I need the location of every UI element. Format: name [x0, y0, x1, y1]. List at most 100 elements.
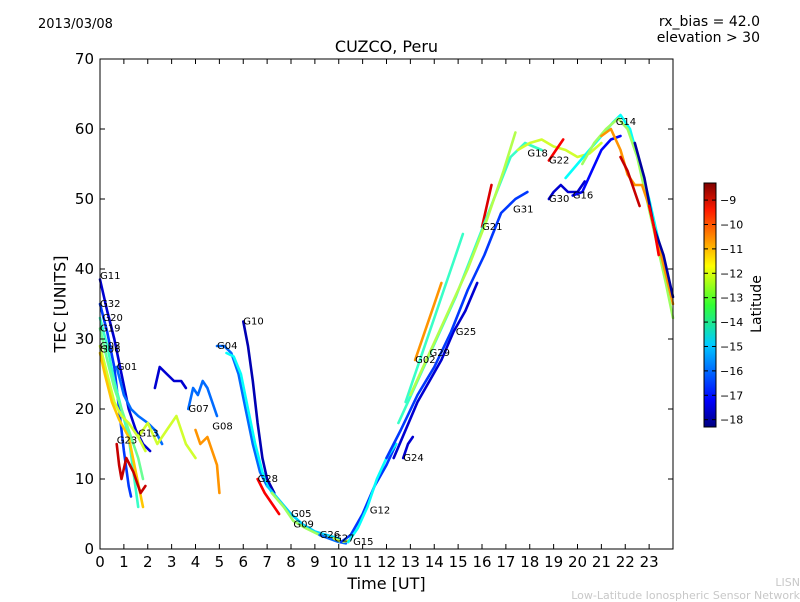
- colorbar-tick-label: −13: [720, 292, 743, 305]
- date-label: 2013/03/08: [38, 17, 113, 32]
- y-tick-label: 40: [75, 260, 94, 278]
- series-g08: [194, 428, 221, 495]
- colorbar-tick-label: −12: [720, 267, 743, 280]
- y-tick-label: 70: [75, 50, 94, 68]
- colorbar-tick-label: −10: [720, 218, 743, 231]
- x-tick-label: 11: [353, 553, 372, 571]
- satellite-label: G02: [415, 355, 435, 366]
- series-g29: [413, 281, 443, 362]
- x-tick-label: 16: [472, 553, 491, 571]
- series-g15: [339, 442, 398, 544]
- colorbar-tick-label: −18: [720, 414, 743, 427]
- series-g10: [242, 320, 276, 495]
- y-tick-label: 60: [75, 120, 94, 138]
- satellite-label: G21: [482, 222, 502, 233]
- series-g28: [256, 477, 281, 516]
- series-g23: [115, 442, 147, 495]
- series-g31: [385, 190, 529, 460]
- x-tick-label: 6: [238, 553, 248, 571]
- satellite-label: G30: [549, 194, 569, 205]
- series-g04: [215, 344, 269, 488]
- receiver-info: rx_bias = 42.0 elevation > 30: [657, 14, 760, 46]
- satellite-label: G20: [102, 313, 122, 324]
- x-tick-label: 9: [310, 553, 320, 571]
- satellite-label: G23: [117, 436, 137, 447]
- satellite-label: G28: [258, 474, 278, 485]
- series-g19: [98, 327, 145, 481]
- series-g02: [404, 232, 465, 404]
- colorbar-tick-label: −16: [720, 365, 743, 378]
- credit-short: LISN: [775, 576, 800, 589]
- satellite-label: G26: [320, 530, 340, 541]
- y-tick-label: 0: [84, 540, 94, 558]
- colorbar-tick-label: −9: [720, 194, 736, 207]
- series-g21: [480, 183, 493, 229]
- y-tick-label: 50: [75, 190, 94, 208]
- x-tick-label: 3: [167, 553, 177, 571]
- rx-bias-label: rx_bias = 42.0: [658, 14, 760, 30]
- x-tick-label: 1: [119, 553, 129, 571]
- satellite-label: G24: [403, 453, 423, 464]
- series-g13: [136, 414, 197, 460]
- y-tick-label: 30: [75, 330, 94, 348]
- y-tick-label: 20: [75, 400, 94, 418]
- satellite-label: G32: [100, 299, 120, 310]
- x-tick-label: 4: [191, 553, 201, 571]
- satellite-label: G13: [138, 429, 158, 440]
- satellite-label: G04: [217, 341, 237, 352]
- x-tick-label: 21: [592, 553, 611, 571]
- x-axis-label: Time [UT]: [347, 574, 426, 593]
- satellite-label: G03: [100, 341, 120, 352]
- x-tick-label: 22: [616, 553, 635, 571]
- colorbar-tick-label: −15: [720, 340, 743, 353]
- x-tick-label: 5: [215, 553, 225, 571]
- x-tick-label: 17: [496, 553, 515, 571]
- series-g16: [571, 134, 622, 197]
- series-gd4: [619, 155, 641, 208]
- series-g30: [547, 180, 586, 201]
- satellite-label: G19: [100, 324, 120, 335]
- satellite-label: G14: [616, 117, 636, 128]
- colorbar-tick-label: −11: [720, 243, 743, 256]
- colorbar-tick-label: −14: [720, 316, 743, 329]
- x-tick-label: 13: [401, 553, 420, 571]
- series-g01: [115, 365, 164, 446]
- colorbar-tick-label: −17: [720, 389, 743, 402]
- satellite-label: G08: [212, 422, 232, 433]
- x-tick-label: 8: [286, 553, 296, 571]
- y-axis: 0 10 20 30 40 50 60 70: [75, 50, 673, 558]
- x-tick-label: 2: [143, 553, 153, 571]
- satellite-label: G01: [117, 362, 137, 373]
- satellite-label: G29: [429, 348, 449, 359]
- satellite-label: G16: [573, 191, 593, 202]
- series-g06: [98, 351, 145, 509]
- series-layer: [98, 113, 675, 545]
- x-tick-label: 7: [262, 553, 272, 571]
- satellite-label: G31: [513, 205, 533, 216]
- x-tick-label: 12: [377, 553, 396, 571]
- x-tick-label: 23: [640, 553, 659, 571]
- x-tick-label: 19: [544, 553, 563, 571]
- colorbar-gradient: [703, 182, 717, 428]
- x-tick-label: 18: [520, 553, 539, 571]
- satellite-label: G10: [243, 317, 263, 328]
- x-tick-label: 10: [329, 553, 348, 571]
- x-tick-label: 15: [449, 553, 468, 571]
- x-axis: 0 1 2 3 4 5 6 7 8 9 10 11 12 13 14 15 16 17 18 19 20 21 22 23: [95, 59, 659, 571]
- elevation-label: elevation > 30: [656, 30, 760, 46]
- satellite-label: G22: [549, 156, 569, 167]
- series-g17: [153, 365, 188, 390]
- satellite-label: G15: [353, 537, 373, 548]
- satellite-label: G07: [188, 404, 208, 415]
- credit-full: Low-Latitude Ionospheric Sensor Network: [571, 589, 800, 602]
- series-g24: [401, 435, 415, 460]
- satellite-label: G09: [293, 520, 313, 531]
- credit: LISN Low-Latitude Ionospheric Sensor Net…: [571, 576, 800, 602]
- satellite-label: G05: [291, 509, 311, 520]
- colorbar: −9 −10 −11 −12 −13 −14 −15 −16 −17 −18: [703, 182, 743, 428]
- satellite-label: G18: [527, 149, 547, 160]
- x-tick-label: 0: [95, 553, 105, 571]
- series-g07: [187, 379, 219, 418]
- x-tick-label: 14: [425, 553, 444, 571]
